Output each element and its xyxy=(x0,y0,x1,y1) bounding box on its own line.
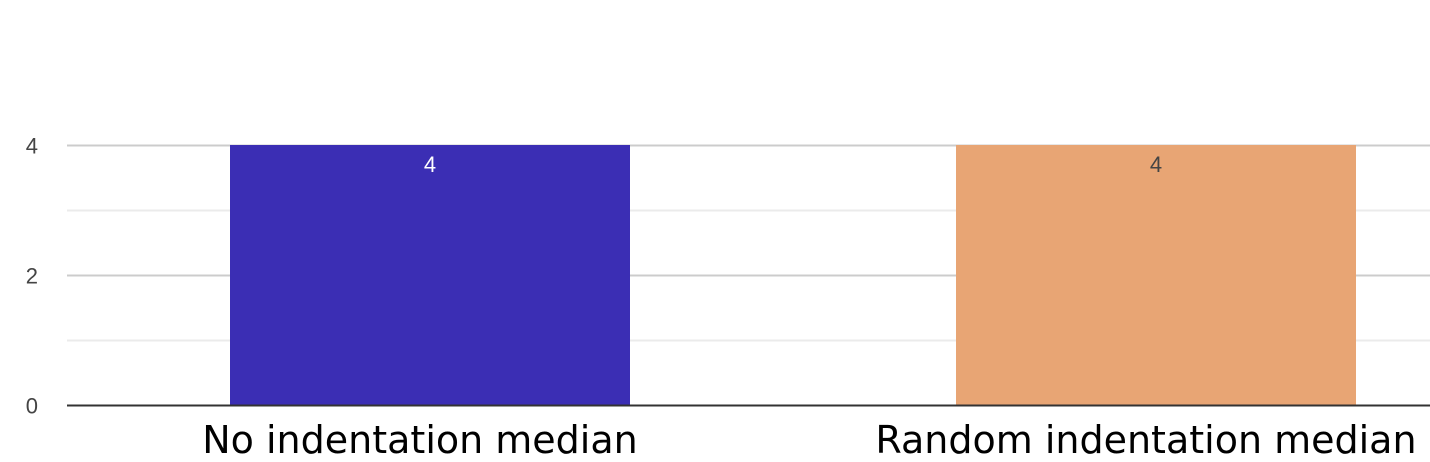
bar-data-label: 4 xyxy=(1150,152,1162,177)
bar-data-label: 4 xyxy=(424,152,436,177)
x-category-label: No indentation median xyxy=(202,418,637,462)
y-tick-label: 2 xyxy=(26,264,38,289)
y-tick-label: 0 xyxy=(26,394,38,419)
bar xyxy=(230,145,630,405)
y-tick-label: 4 xyxy=(26,134,38,159)
bar xyxy=(956,145,1356,405)
x-category-label: Random indentation median xyxy=(875,418,1416,462)
